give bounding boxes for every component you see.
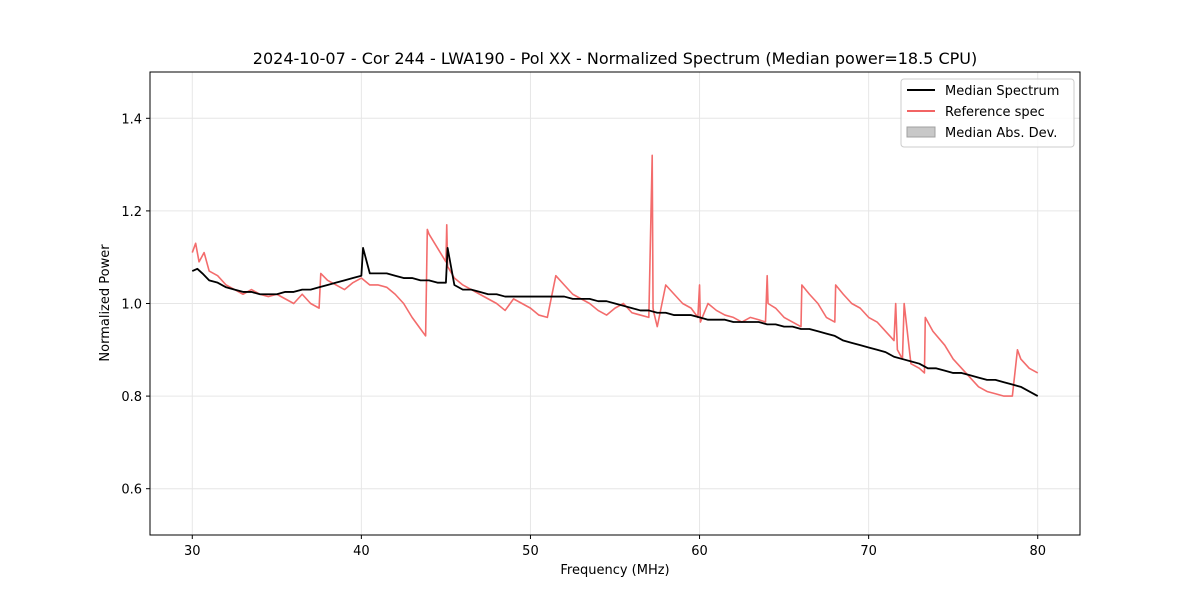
- x-tick-label: 70: [860, 544, 877, 559]
- legend-box: [900, 78, 1075, 148]
- series-line-median-spectrum: [191, 247, 1039, 397]
- chart-title: 2024-10-07 - Cor 244 - LWA190 - Pol XX -…: [253, 49, 977, 68]
- series-line-reference-spec: [191, 154, 1039, 397]
- legend-label-median-abs-dev: Median Abs. Dev.: [945, 126, 1057, 141]
- x-tick-label: 30: [184, 544, 201, 559]
- y-tick-label: 0.8: [121, 390, 142, 405]
- legend-swatch-median-abs-dev: [906, 126, 936, 138]
- x-tick-label: 50: [522, 544, 539, 559]
- y-tick-label: 1.0: [121, 298, 142, 313]
- x-tick-label: 80: [1029, 544, 1046, 559]
- series-layer: [191, 154, 1039, 397]
- y-tick-label: 1.2: [121, 205, 142, 220]
- x-tick-label: 60: [691, 544, 708, 559]
- x-tick-label: 40: [353, 544, 370, 559]
- legend-label-median-spectrum: Median Spectrum: [945, 84, 1059, 99]
- y-axis-label: Normalized Power: [98, 244, 113, 362]
- y-tick-label: 1.4: [121, 112, 142, 127]
- y-tick-label: 0.6: [121, 483, 142, 498]
- x-axis-label: Frequency (MHz): [560, 563, 669, 578]
- legend-label-reference-spec: Reference spec: [945, 105, 1045, 120]
- axis-ticks: 30 40 50 60 70 80 0.6 0.8 1.0 1.2 1.4: [121, 112, 1046, 559]
- legend: Median Spectrum Reference spec Median Ab…: [900, 78, 1075, 148]
